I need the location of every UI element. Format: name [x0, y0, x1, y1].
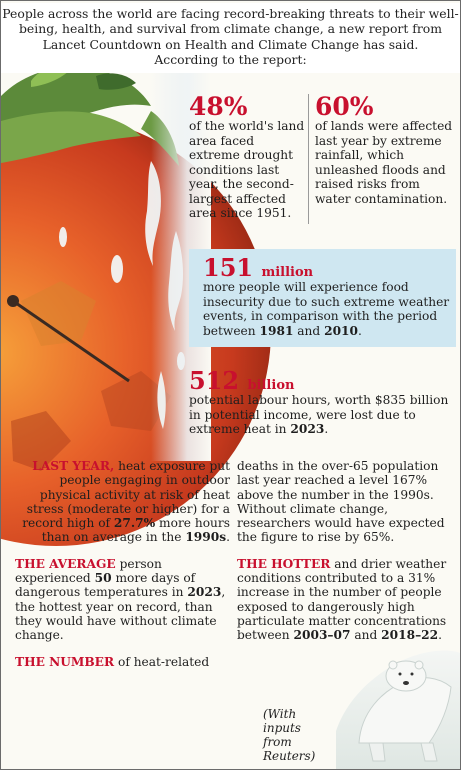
stat-text: of the world's land area faced extreme d… [189, 119, 305, 220]
lead-word: THE HOTTER [237, 556, 331, 571]
right-column: deaths in the over-65 population last ye… [237, 459, 455, 655]
intro-line: being, health, and survival from climate… [19, 21, 442, 37]
stat-body: more people will experience food insecur… [203, 280, 450, 338]
stat-terminal: . [324, 422, 329, 436]
stat-number: 151 [203, 253, 254, 282]
paragraph-year: 2023 [187, 585, 222, 600]
stat-rainfall: 60% of lands were affected last year by … [315, 94, 455, 206]
period-end: 2010 [324, 323, 359, 338]
polar-bear-icon [336, 650, 460, 769]
paragraph-days: 50 [94, 571, 112, 586]
stat-value: 48% [189, 92, 248, 121]
lead-word: LAST YEAR, [32, 459, 115, 473]
paragraph-body: more hours than on average in the [41, 516, 230, 545]
left-column: LAST YEAR, heat exposure put people enga… [15, 459, 230, 681]
intro-text: People across the world are facing recor… [1, 3, 460, 73]
lead-word: THE NUMBER [15, 654, 115, 669]
gauge-needle-icon [7, 295, 130, 383]
paragraph-body: more days of dangerous temperatures in [15, 571, 196, 600]
intro-line: Lancet Countdown on Health and Climate C… [42, 36, 419, 52]
paragraph-last-year: LAST YEAR, heat exposure put people enga… [15, 459, 230, 545]
stat-value: 151 million [203, 256, 453, 280]
stat-year: 2023 [290, 422, 325, 436]
lead-word: THE AVERAGE [15, 556, 116, 571]
source-credit: (With inputs from Reuters) [263, 707, 316, 763]
paragraph-body: , the hottest year on record, than they … [15, 585, 226, 643]
stat-number: 512 [189, 366, 240, 395]
period-join: and [350, 628, 382, 643]
paragraph-average: THE AVERAGE person experienced 50 more d… [15, 557, 230, 643]
paragraph-body: and drier weather conditions contributed… [237, 556, 447, 643]
intro-line: People across the world are facing recor… [2, 6, 459, 21]
period-start: 2003–07 [293, 628, 351, 643]
highlight-panel [189, 249, 456, 347]
stat-value: 512 billion [189, 369, 455, 393]
period-terminal: . [358, 323, 362, 338]
column-divider [308, 94, 309, 224]
paragraph-hotter: THE HOTTER and drier weather conditions … [237, 557, 455, 643]
paragraph-terminal: . [438, 628, 443, 643]
stat-drought: 48% of the world's land area faced extre… [189, 94, 307, 221]
stat-text: potential labour hours, worth $835 billi… [189, 393, 455, 437]
period-join: and [293, 323, 325, 338]
stat-unit: billion [247, 378, 295, 393]
paragraph-body: of heat-related [114, 654, 210, 669]
stat-value: 60% [315, 92, 374, 121]
period-end: 2018–22 [381, 628, 439, 643]
intro-line: According to the report: [154, 52, 307, 68]
stat-food-insecurity: 151 million more people will experience … [203, 256, 453, 338]
paragraph-decade: 1990s [185, 530, 227, 545]
stat-text: more people will experience food insecur… [203, 280, 453, 338]
stat-labour-hours: 512 billion potential labour hours, wort… [189, 369, 455, 437]
stat-text: of lands were affected last year by extr… [315, 119, 453, 206]
paragraph-deaths: deaths in the over-65 population last ye… [237, 459, 445, 545]
stat-body: potential labour hours, worth $835 billi… [189, 393, 449, 436]
paragraph-body: heat exposure put people engaging in out… [22, 459, 230, 531]
paragraph-number: THE NUMBER of heat-related [15, 655, 230, 669]
paragraph-terminal: . [226, 530, 230, 545]
period-start: 1981 [259, 323, 294, 338]
paragraph-figure: 27.7% [113, 516, 156, 531]
stat-unit: million [261, 265, 314, 280]
paragraph-body: person experienced [15, 556, 162, 586]
